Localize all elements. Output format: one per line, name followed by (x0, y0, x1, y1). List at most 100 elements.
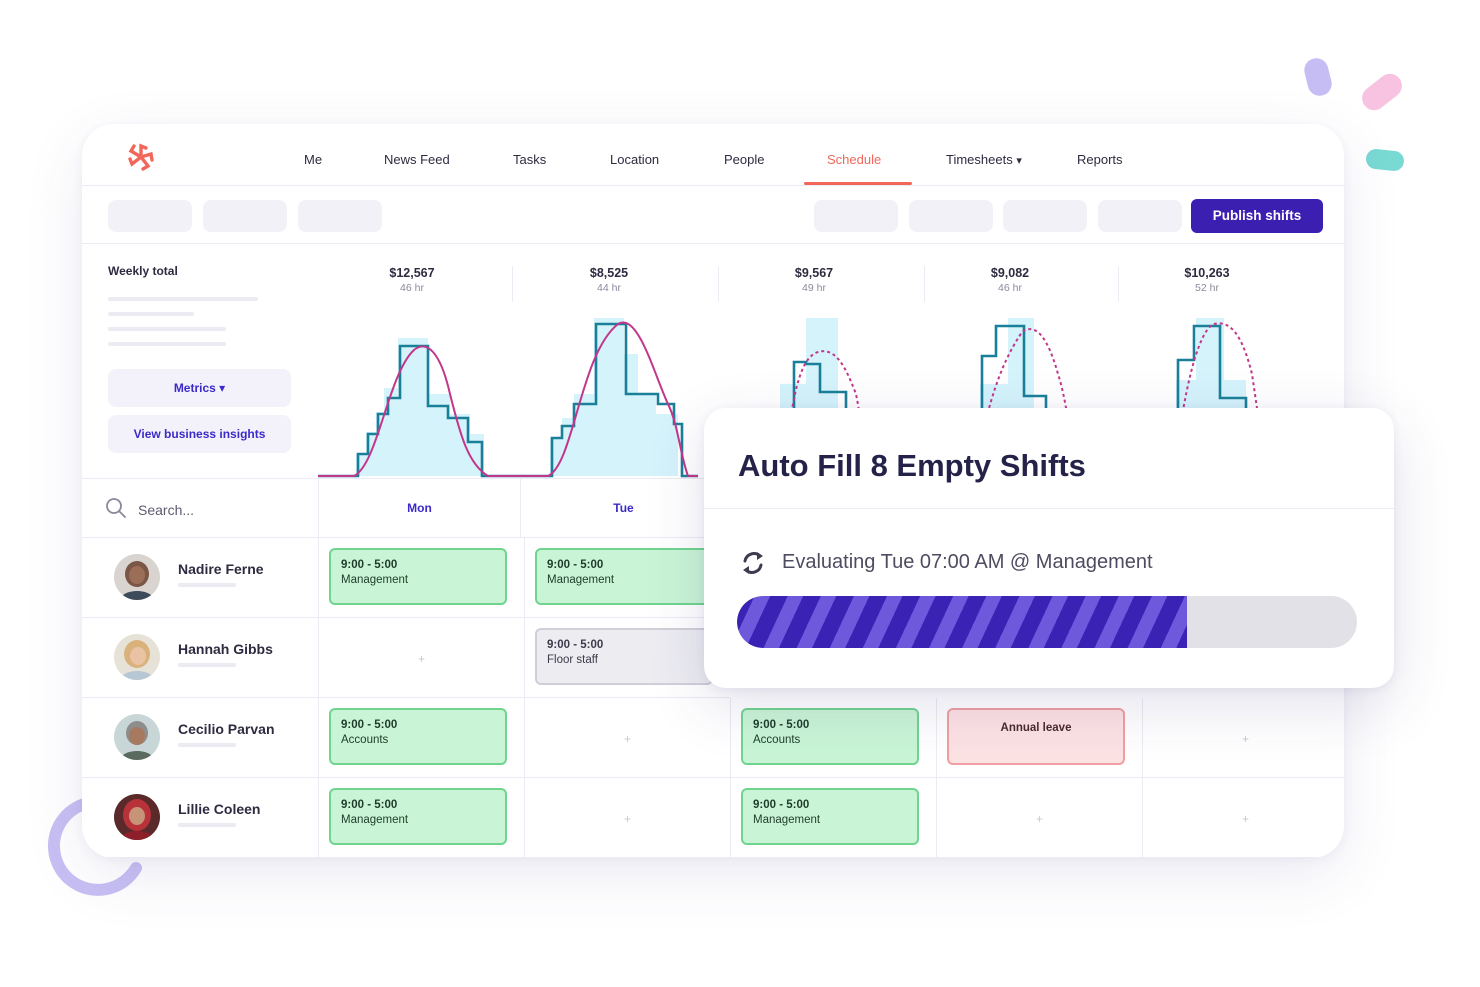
day-header-tue[interactable]: Tue (520, 478, 726, 538)
nav-item-location[interactable]: Location (610, 152, 660, 167)
shift-card[interactable]: 9:00 - 5:00 Floor staff (535, 628, 713, 685)
toolbar-placeholder-button[interactable] (108, 200, 192, 232)
add-shift-icon[interactable]: + (623, 732, 631, 746)
schedule-cell-cecilio-mon[interactable]: 9:00 - 5:00 Accounts (318, 698, 524, 778)
schedule-cell-lillie-wed[interactable]: 9:00 - 5:00 Management (730, 778, 936, 858)
shift-role: Accounts (341, 734, 389, 746)
shift-card[interactable]: 9:00 - 5:00 Management (741, 788, 919, 845)
day-total-mon: $12,567 46 hr (352, 266, 472, 294)
add-shift-icon[interactable]: + (1241, 812, 1249, 826)
day-total-hours: 46 hr (998, 282, 1022, 294)
confetti-lavender (1301, 55, 1335, 99)
skeleton-line (178, 583, 236, 587)
schedule-cell-lillie-fri[interactable]: + (1142, 778, 1344, 858)
person-row-cecilio-parvan[interactable]: Cecilio Parvan (82, 698, 318, 778)
nav-item-people[interactable]: People (724, 152, 765, 167)
avatar (114, 714, 160, 760)
person-row-hannah-gibbs[interactable]: Hannah Gibbs (82, 618, 318, 698)
schedule-cell-cecilio-thu[interactable]: Annual leave (936, 698, 1142, 778)
schedule-cell-hannah-mon[interactable]: + (318, 618, 524, 698)
staffing-step-line (792, 360, 848, 478)
column-divider (1118, 266, 1119, 302)
add-shift-icon[interactable]: + (623, 812, 631, 826)
schedule-cell-cecilio-fri[interactable]: + (1142, 698, 1344, 778)
shift-card[interactable]: 9:00 - 5:00 Management (329, 548, 507, 605)
schedule-cell-lillie-mon[interactable]: 9:00 - 5:00 Management (318, 778, 524, 858)
toolbar: Publish shifts (82, 186, 1344, 244)
avatar (114, 554, 160, 600)
skeleton-line (178, 743, 236, 747)
auto-fill-dialog: Auto Fill 8 Empty Shifts Evaluating Tue … (704, 408, 1394, 688)
person-name: Hannah Gibbs (178, 641, 273, 657)
confetti-teal (1365, 148, 1405, 172)
demand-bars (356, 338, 484, 476)
search-input[interactable]: Search... (138, 502, 195, 518)
schedule-cell-hannah-tue[interactable]: 9:00 - 5:00 Floor staff (524, 618, 730, 698)
shift-role: Floor staff (547, 654, 598, 666)
day-total-amount: $9,567 (794, 266, 834, 280)
person-row-lillie-coleen[interactable]: Lillie Coleen (82, 778, 318, 858)
day-total-hours: 44 hr (597, 282, 621, 294)
shift-time: 9:00 - 5:00 (547, 639, 604, 651)
schedule-cell-lillie-thu[interactable]: + (936, 778, 1142, 858)
skeleton-line (178, 823, 236, 827)
nav-item-me[interactable]: Me (304, 152, 323, 167)
progress-bar (737, 596, 1357, 648)
progress-bar-fill (737, 596, 1187, 648)
shift-card[interactable]: 9:00 - 5:00 Accounts (741, 708, 919, 765)
shift-card[interactable]: 9:00 - 5:00 Accounts (329, 708, 507, 765)
add-shift-icon[interactable]: + (1035, 812, 1043, 826)
demand-curve (782, 350, 870, 478)
staffing-step-line (1176, 324, 1248, 478)
shift-role: Management (753, 814, 821, 826)
person-row-nadire-ferne[interactable]: Nadire Ferne (82, 538, 318, 618)
schedule-cell-cecilio-tue[interactable]: + (524, 698, 730, 778)
skeleton-line (108, 297, 258, 301)
avatar (114, 634, 160, 680)
nav-item-timesheets[interactable]: Timesheets ▾ (946, 152, 1022, 167)
publish-shifts-button[interactable]: Publish shifts (1191, 199, 1323, 233)
shift-card[interactable]: 9:00 - 5:00 Management (329, 788, 507, 845)
schedule-cell-nadire-tue[interactable]: 9:00 - 5:00 Management (524, 538, 730, 618)
search-bar[interactable]: Search... (82, 478, 318, 538)
day-header-mon[interactable]: Mon (318, 478, 520, 538)
toolbar-placeholder-button[interactable] (203, 200, 287, 232)
logo-icon[interactable] (126, 142, 156, 172)
toolbar-placeholder-button[interactable] (814, 200, 898, 232)
nav-item-news-feed[interactable]: News Feed (384, 152, 450, 167)
toolbar-placeholder-button[interactable] (1098, 200, 1182, 232)
nav-item-schedule[interactable]: Schedule (827, 152, 882, 167)
weekly-total-label: Weekly total (108, 264, 178, 278)
staffing-chart-mon (318, 338, 508, 478)
shift-role: Accounts (753, 734, 801, 746)
day-total-amount: $9,082 (990, 266, 1030, 280)
shift-time: 9:00 - 5:00 (753, 719, 810, 731)
schedule-cell-cecilio-wed[interactable]: 9:00 - 5:00 Accounts (730, 698, 936, 778)
top-navigation: Me News Feed Tasks Location People Sched… (82, 124, 1344, 186)
skeleton-line (108, 327, 226, 331)
schedule-cell-nadire-mon[interactable]: 9:00 - 5:00 Management (318, 538, 524, 618)
nav-item-reports[interactable]: Reports (1077, 152, 1123, 167)
add-shift-icon[interactable]: + (417, 652, 425, 666)
metrics-dropdown[interactable]: Metrics ▾ (108, 369, 291, 407)
toolbar-placeholder-button[interactable] (1003, 200, 1087, 232)
nav-item-tasks[interactable]: Tasks (513, 152, 547, 167)
toolbar-placeholder-button[interactable] (298, 200, 382, 232)
chevron-down-icon: ▾ (1016, 155, 1022, 167)
person-name: Lillie Coleen (178, 801, 261, 817)
day-total-amount: $12,567 (389, 266, 435, 280)
toolbar-placeholder-button[interactable] (909, 200, 993, 232)
view-business-insights-button[interactable]: View business insights (108, 415, 291, 453)
shift-role: Management (341, 814, 409, 826)
schedule-cell-lillie-tue[interactable]: + (524, 778, 730, 858)
shift-time: 9:00 - 5:00 (341, 719, 398, 731)
day-total-tue: $8,525 44 hr (549, 266, 669, 294)
shift-card[interactable]: 9:00 - 5:00 Management (535, 548, 713, 605)
person-name: Cecilio Parvan (178, 721, 275, 737)
annual-leave-card[interactable]: Annual leave (947, 708, 1125, 765)
day-total-fri: $10,263 52 hr (1147, 266, 1267, 294)
person-name: Nadire Ferne (178, 561, 264, 577)
add-shift-icon[interactable]: + (1241, 732, 1249, 746)
column-divider (718, 266, 719, 302)
day-total-amount: $10,263 (1184, 266, 1230, 280)
